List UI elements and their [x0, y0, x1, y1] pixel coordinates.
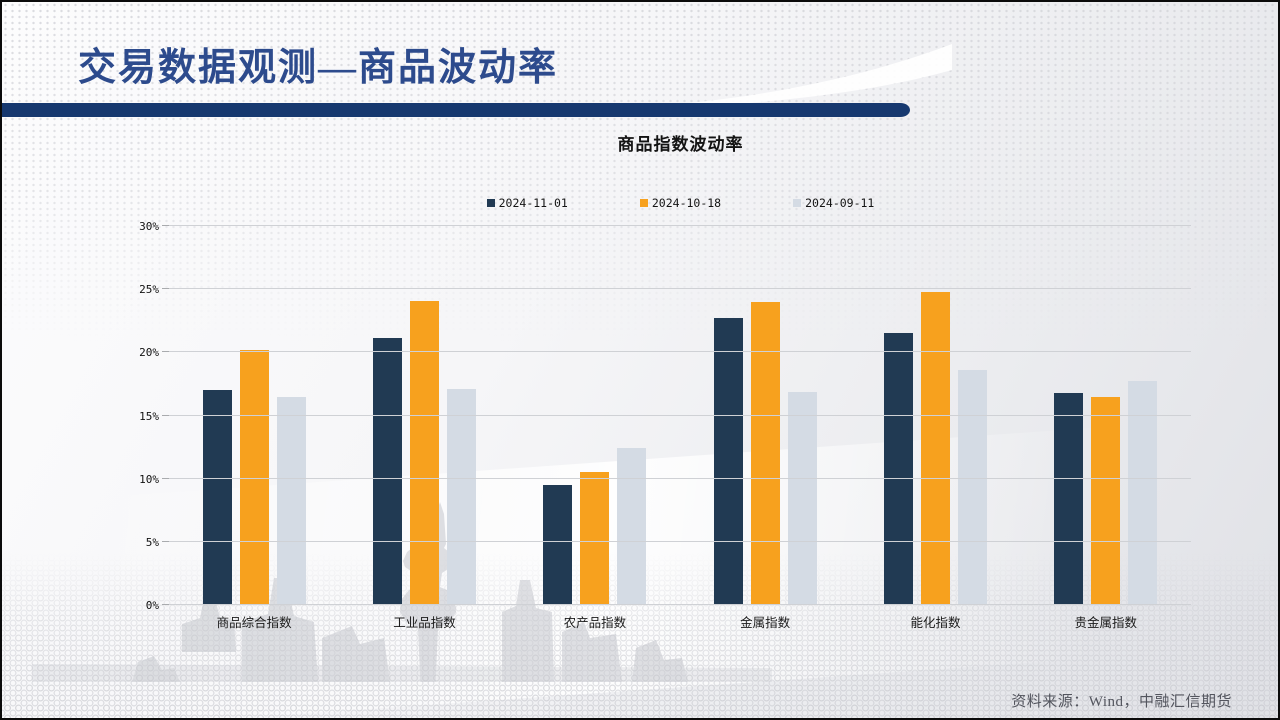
bar	[276, 396, 306, 605]
gridline	[162, 477, 1191, 479]
bar-group: 工业品指数	[339, 226, 509, 630]
category-label: 金属指数	[740, 616, 791, 630]
y-tick-label: 5%	[145, 535, 159, 549]
category-label: 商品综合指数	[216, 616, 292, 630]
bar-group: 商品综合指数	[169, 226, 339, 630]
bar	[239, 349, 269, 605]
bar	[920, 291, 950, 605]
y-tick-label: 30%	[139, 220, 159, 233]
gridline	[162, 288, 1191, 290]
gridline	[162, 225, 1191, 226]
legend-label: 2024-09-11	[805, 196, 875, 210]
gridline	[162, 351, 1191, 353]
source-note: 资料来源：Wind，中融汇信期货	[1011, 694, 1232, 710]
legend-swatch	[486, 199, 495, 207]
category-label: 能化指数	[910, 616, 961, 630]
y-tick-label: 25%	[139, 283, 159, 297]
bar	[580, 472, 610, 605]
bar	[1054, 392, 1084, 605]
legend-item: 2024-10-18	[639, 196, 722, 210]
bar-group: 农产品指数	[510, 226, 680, 630]
swoosh-decoration	[622, 44, 952, 115]
bar-groups: 商品综合指数 工业品指数 农产品指数 金属指数 能化指数 贵金属指数	[169, 226, 1191, 630]
legend-item: 2024-11-01	[486, 196, 568, 210]
bar	[1091, 396, 1121, 605]
legend-item: 2024-09-11	[793, 196, 874, 210]
plot-area: 商品综合指数 工业品指数 农产品指数 金属指数 能化指数 贵金属指数 0% 5% 10% 15%…	[139, 220, 1191, 630]
gridline	[162, 604, 1191, 605]
bar	[713, 318, 743, 605]
gridline	[162, 540, 1191, 542]
bar-group: 能化指数	[850, 226, 1020, 630]
gridline	[162, 414, 1191, 416]
bar-group: 金属指数	[680, 226, 850, 630]
category-label: 工业品指数	[393, 616, 456, 630]
category-label: 农产品指数	[563, 616, 627, 630]
chart-title: 商品指数波动率	[617, 135, 744, 154]
world-map-dots-pattern	[2, 2, 1278, 342]
legend-label: 2024-10-18	[651, 196, 722, 210]
bar	[543, 484, 573, 605]
bar-group: 贵金属指数	[1021, 226, 1191, 630]
legend-label: 2024-11-01	[498, 196, 568, 210]
bar	[957, 370, 987, 605]
bar	[883, 333, 913, 605]
bar	[617, 448, 647, 605]
legend-swatch	[793, 199, 802, 207]
bar	[202, 390, 232, 605]
page-title: 交易数据观测—商品波动率	[78, 47, 559, 89]
bar	[446, 388, 476, 605]
bar	[750, 301, 780, 605]
y-tick-label: 20%	[139, 346, 159, 360]
y-tick-label: 0%	[145, 599, 159, 612]
title-underline-bar	[2, 103, 910, 117]
chart-legend: 2024-11-01 2024-10-18 2024-09-11	[169, 196, 1192, 210]
bar	[372, 338, 402, 605]
bar	[1128, 381, 1158, 605]
bar	[787, 391, 817, 605]
category-label: 贵金属指数	[1074, 616, 1138, 630]
y-tick-label: 10%	[139, 472, 159, 486]
y-tick-label: 15%	[139, 409, 159, 423]
legend-swatch	[639, 199, 648, 207]
bar	[409, 300, 439, 605]
